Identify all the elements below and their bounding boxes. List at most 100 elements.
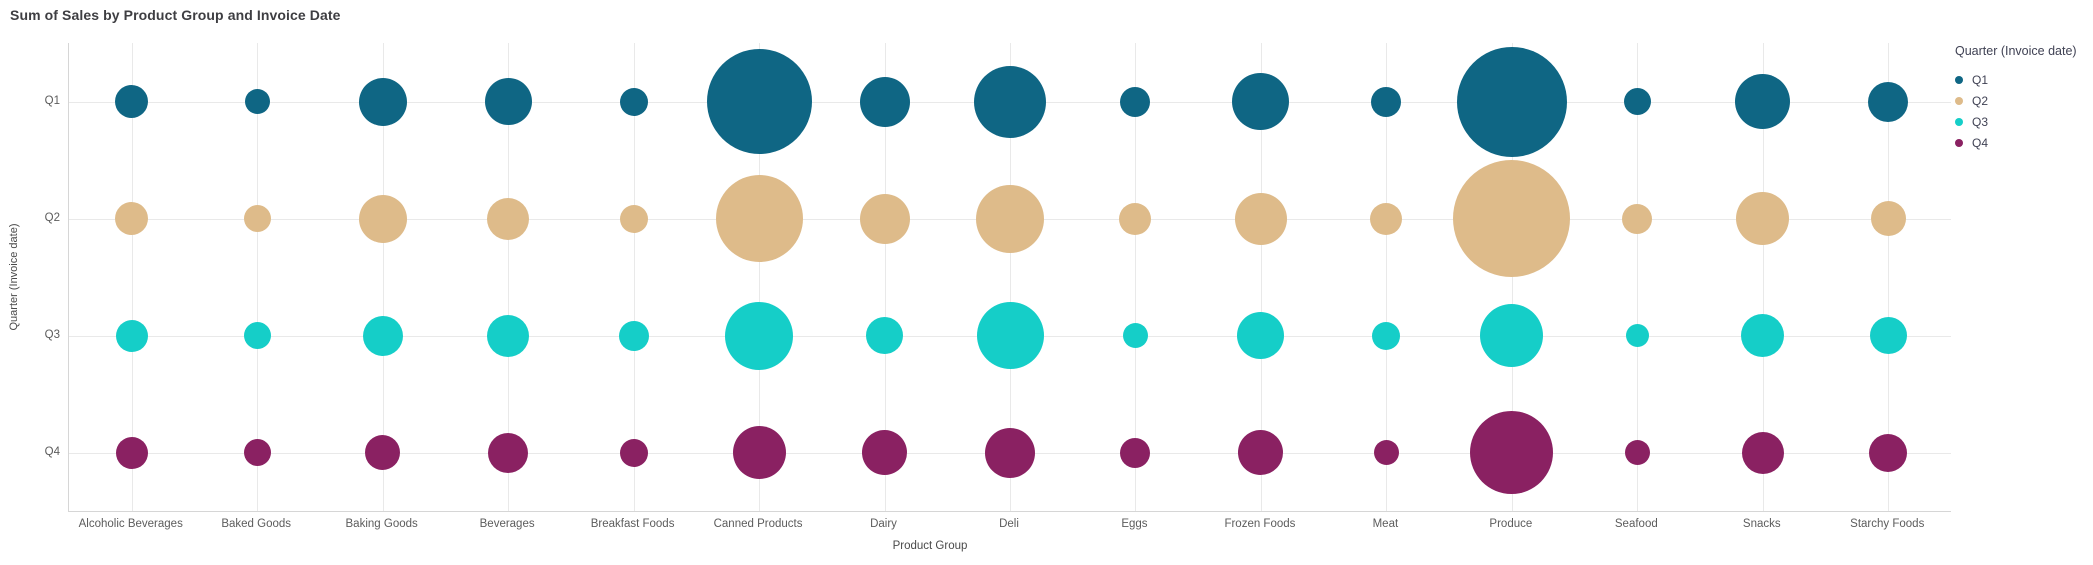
y-tick-label-q1: Q1 [44, 94, 60, 107]
x-tick-label-frozen-foods: Frozen Foods [1224, 518, 1296, 530]
bubble-snacks-q3[interactable] [1741, 314, 1785, 357]
bubble-breakfast-foods-q4[interactable] [619, 438, 648, 467]
bubble-meat-q3[interactable] [1372, 321, 1401, 350]
bubble-baking-goods-q1[interactable] [358, 77, 407, 126]
legend-label-q2: Q2 [1972, 93, 1989, 108]
bubble-seafood-q1[interactable] [1623, 88, 1651, 115]
bubble-meat-q4[interactable] [1373, 440, 1399, 465]
bubble-produce-q3[interactable] [1480, 304, 1544, 367]
bubble-deli-q1[interactable] [974, 65, 1046, 138]
vertical-gridline-starchy-foods [1888, 43, 1890, 511]
bubble-starchy-foods-q1[interactable] [1868, 81, 1909, 122]
bubble-meat-q1[interactable] [1371, 86, 1402, 117]
bubble-beverages-q2[interactable] [487, 197, 530, 240]
bubble-starchy-foods-q2[interactable] [1870, 201, 1906, 236]
bubble-baked-goods-q4[interactable] [243, 439, 271, 466]
bubble-canned-products-q3[interactable] [725, 301, 794, 370]
legend-item-q4[interactable]: Q4 [1955, 132, 2093, 153]
bubble-dairy-q3[interactable] [866, 317, 904, 354]
bubble-snacks-q4[interactable] [1741, 431, 1784, 474]
bubble-seafood-q3[interactable] [1625, 324, 1649, 347]
legend-items: Q1 Q2 Q3 Q4 [1955, 69, 2093, 153]
bubble-alcoholic-beverages-q1[interactable] [115, 85, 149, 118]
vertical-gridline-frozen-foods [1260, 43, 1262, 511]
bubble-baked-goods-q1[interactable] [244, 89, 270, 114]
legend-swatch-q1 [1955, 75, 1963, 84]
legend-label-q3: Q3 [1972, 114, 1989, 129]
legend-item-q3[interactable]: Q3 [1955, 111, 2093, 132]
bubble-breakfast-foods-q3[interactable] [618, 320, 649, 351]
bubble-beverages-q4[interactable] [488, 432, 529, 473]
vertical-gridline-breakfast-foods [633, 43, 635, 511]
x-tick-label-starchy-foods: Starchy Foods [1850, 518, 1925, 530]
bubble-seafood-q4[interactable] [1624, 440, 1650, 465]
bubble-snacks-q1[interactable] [1735, 74, 1791, 129]
vertical-gridline-meat [1386, 43, 1388, 511]
bubble-eggs-q3[interactable] [1122, 323, 1148, 348]
bubble-alcoholic-beverages-q3[interactable] [115, 319, 148, 352]
vertical-gridline-seafood [1637, 43, 1639, 511]
vertical-gridline-dairy [884, 43, 886, 511]
vertical-gridline-eggs [1135, 43, 1137, 511]
vertical-gridline-alcoholic-beverages [131, 43, 133, 511]
bubble-deli-q2[interactable] [976, 184, 1044, 253]
x-tick-label-breakfast-foods: Breakfast Foods [590, 518, 675, 530]
x-tick-label-snacks: Snacks [1742, 518, 1781, 530]
bubble-baked-goods-q2[interactable] [243, 205, 271, 232]
bubble-eggs-q1[interactable] [1120, 86, 1151, 117]
legend-label-q1: Q1 [1972, 72, 1989, 87]
bubble-baking-goods-q4[interactable] [365, 435, 401, 470]
bubble-frozen-foods-q2[interactable] [1234, 192, 1287, 245]
x-tick-label-canned-products: Canned Products [713, 518, 803, 530]
bubble-seafood-q2[interactable] [1622, 203, 1653, 234]
bubble-frozen-foods-q3[interactable] [1237, 312, 1285, 359]
legend-swatch-q3 [1955, 117, 1963, 126]
vertical-gridline-snacks [1762, 43, 1764, 511]
bubble-eggs-q4[interactable] [1120, 437, 1151, 468]
bubble-canned-products-q4[interactable] [732, 426, 786, 479]
bubble-eggs-q2[interactable] [1119, 202, 1152, 235]
bubble-dairy-q1[interactable] [859, 76, 910, 127]
bubble-beverages-q1[interactable] [484, 78, 532, 125]
vertical-gridline-beverages [508, 43, 510, 511]
bubble-dairy-q2[interactable] [859, 193, 910, 244]
bubble-alcoholic-beverages-q4[interactable] [115, 436, 148, 469]
bubble-dairy-q4[interactable] [862, 430, 908, 475]
chart-title: Sum of Sales by Product Group and Invoic… [10, 7, 341, 23]
bubble-produce-q2[interactable] [1453, 160, 1571, 277]
x-tick-label-baking-goods: Baking Goods [345, 518, 418, 530]
y-tick-label-q2: Q2 [44, 211, 60, 224]
bubble-starchy-foods-q4[interactable] [1869, 433, 1908, 472]
bubble-frozen-foods-q4[interactable] [1238, 430, 1284, 475]
bubble-produce-q1[interactable] [1456, 46, 1567, 157]
bubble-frozen-foods-q1[interactable] [1232, 73, 1290, 130]
x-tick-label-seafood: Seafood [1614, 518, 1658, 530]
bubble-baking-goods-q2[interactable] [358, 194, 407, 243]
legend: Quarter (Invoice date) Q1 Q2 Q3 Q4 [1955, 44, 2093, 153]
bubble-meat-q2[interactable] [1370, 202, 1403, 235]
bubble-breakfast-foods-q2[interactable] [619, 204, 648, 233]
vertical-gridline-baking-goods [382, 43, 384, 511]
bubble-canned-products-q2[interactable] [715, 175, 803, 262]
bubble-breakfast-foods-q1[interactable] [619, 87, 648, 116]
y-tick-label-q3: Q3 [44, 328, 60, 341]
x-axis-title: Product Group [892, 540, 968, 552]
bubble-produce-q4[interactable] [1470, 411, 1554, 494]
bubble-canned-products-q1[interactable] [706, 49, 812, 154]
bubble-beverages-q3[interactable] [487, 314, 530, 357]
x-tick-label-baked-goods: Baked Goods [221, 518, 292, 530]
vertical-gridline-produce [1511, 43, 1513, 511]
bubble-starchy-foods-q3[interactable] [1869, 317, 1907, 354]
y-tick-label-q4: Q4 [44, 445, 60, 458]
bubble-baking-goods-q3[interactable] [362, 315, 403, 356]
legend-item-q1[interactable]: Q1 [1955, 69, 2093, 90]
bubble-snacks-q2[interactable] [1736, 192, 1790, 245]
bubble-deli-q3[interactable] [976, 302, 1044, 369]
bubble-alcoholic-beverages-q2[interactable] [115, 202, 149, 235]
bubble-deli-q4[interactable] [985, 427, 1035, 478]
legend-item-q2[interactable]: Q2 [1955, 90, 2093, 111]
x-tick-label-eggs: Eggs [1121, 518, 1148, 530]
plot-area [68, 43, 1951, 512]
bubble-baked-goods-q3[interactable] [243, 322, 271, 349]
